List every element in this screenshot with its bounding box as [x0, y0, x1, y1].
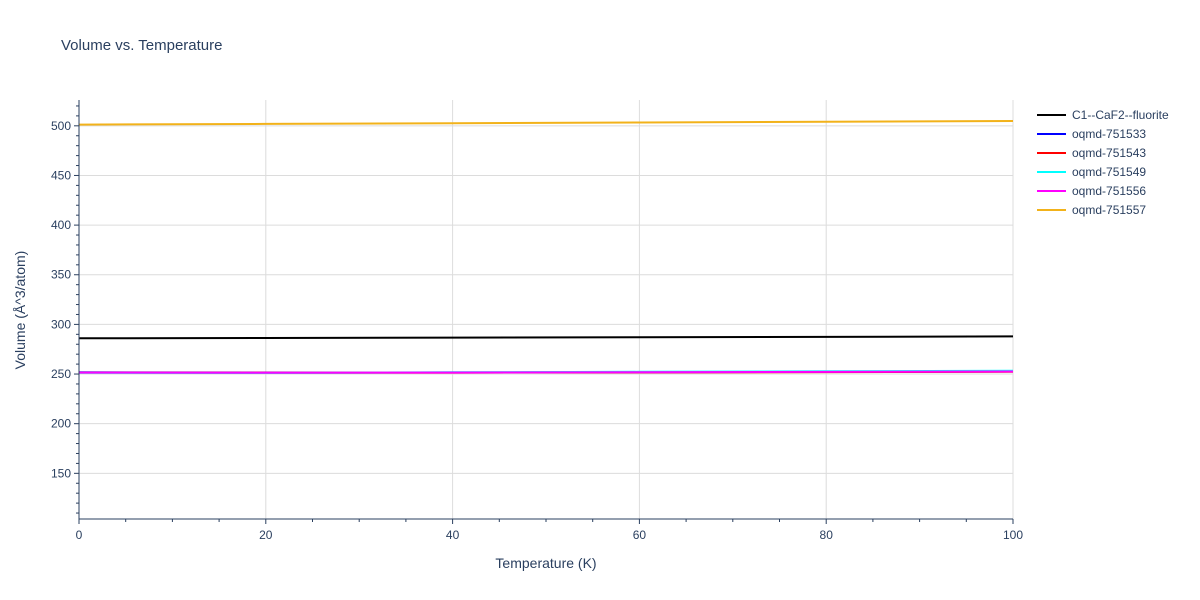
axis-layer: 0 20 40 60 80 100 150 200 250 300 350 400 450 500: [51, 100, 1023, 542]
x-tick-label: 60: [633, 528, 647, 542]
legend-label: oqmd-751549: [1072, 165, 1146, 179]
series-line-oqmd-751556: [78, 370, 1014, 374]
legend-item[interactable]: C1--CaF2--fluorite: [1037, 108, 1169, 122]
y-axis-title: Volume (Å^3/atom): [12, 251, 28, 370]
legend-item[interactable]: oqmd-751549: [1037, 165, 1146, 179]
legend-item[interactable]: oqmd-751557: [1037, 203, 1146, 217]
y-tick-label: 200: [51, 417, 71, 431]
legend-item[interactable]: oqmd-751543: [1037, 146, 1146, 160]
y-tick-label: 400: [51, 218, 71, 232]
legend-label: oqmd-751556: [1072, 184, 1146, 198]
series-line-oqmd-751557: [78, 120, 1014, 126]
y-tick-label: 500: [51, 119, 71, 133]
legend-label: oqmd-751557: [1072, 203, 1146, 217]
y-tick-label: 250: [51, 367, 71, 381]
x-tick-label: 20: [259, 528, 273, 542]
legend[interactable]: C1--CaF2--fluorite oqmd-751533 oqmd-751543…: [1037, 108, 1169, 217]
x-tick-label: 100: [1003, 528, 1023, 542]
series-line-c1-caf2-fluorite: [78, 335, 1014, 340]
legend-item[interactable]: oqmd-751533: [1037, 127, 1146, 141]
series-layer: [78, 120, 1014, 375]
y-tick-label: 350: [51, 268, 71, 282]
legend-label: oqmd-751533: [1072, 127, 1146, 141]
legend-item[interactable]: oqmd-751556: [1037, 184, 1146, 198]
x-tick-label: 80: [820, 528, 834, 542]
y-tick-label: 450: [51, 168, 71, 182]
legend-label: C1--CaF2--fluorite: [1072, 108, 1169, 122]
y-tick-label: 150: [51, 466, 71, 480]
y-tick-label: 300: [51, 317, 71, 331]
x-axis-title: Temperature (K): [495, 555, 596, 571]
chart-title: Volume vs. Temperature: [61, 37, 222, 54]
grid-layer: [79, 100, 1014, 519]
x-tick-label: 40: [446, 528, 460, 542]
legend-label: oqmd-751543: [1072, 146, 1146, 160]
x-tick-label: 0: [76, 528, 83, 542]
